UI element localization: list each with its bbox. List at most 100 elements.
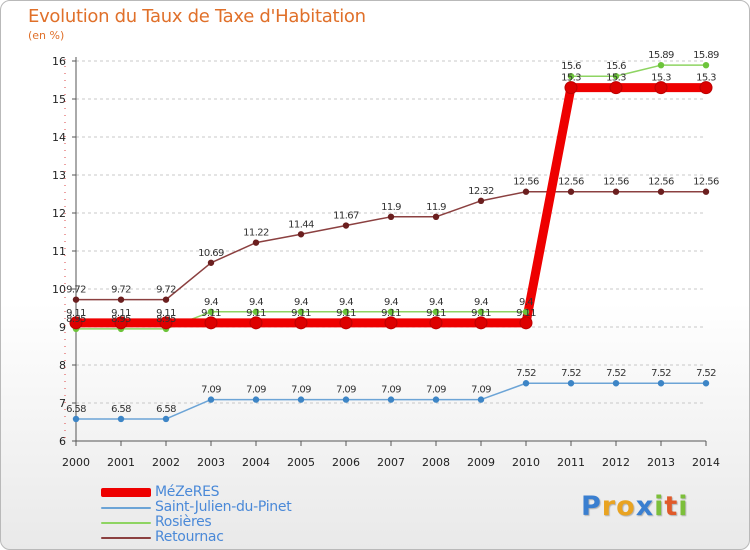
data-point [72,415,80,423]
data-label: 9.4 [249,297,263,308]
legend-item: Saint-Julien-du-Pinet [101,499,292,515]
data-point [117,296,125,303]
logo-letter: i [678,491,689,522]
data-point [654,81,668,95]
data-point [702,188,710,195]
data-point [207,259,215,266]
x-tick-label: 2000 [62,456,90,469]
x-tick-label: 2010 [512,456,540,469]
data-point [207,396,215,403]
proxiti-logo: Proxiti [581,491,689,522]
legend-label: Saint-Julien-du-Pinet [155,499,292,515]
data-label: 11.22 [243,228,269,239]
data-point [477,197,485,205]
data-point [567,188,575,195]
data-point [522,308,530,315]
data-label: 15.89 [693,50,719,61]
data-label: 9.11 [246,308,266,319]
data-point [114,316,128,330]
data-label: 7.52 [561,368,581,379]
data-point [567,73,575,80]
data-label: 7.52 [606,368,626,379]
data-point [522,380,530,387]
data-point [252,396,260,403]
data-label: 15.3 [606,73,626,84]
data-point [162,415,170,423]
data-point [69,316,83,330]
y-tick-label: 7 [59,397,66,410]
y-tick-label: 9 [59,321,66,334]
data-label: 12.56 [558,177,584,188]
legend-item: Retournac [101,530,291,545]
y-tick-label: 10 [52,283,66,296]
data-label: 9.11 [111,308,131,319]
data-point [72,296,80,303]
data-label: 6.58 [111,404,131,415]
logo-letter: t [664,491,679,522]
data-point [387,396,395,403]
data-label: 7.09 [201,385,221,396]
data-point [612,73,620,80]
data-point [384,316,398,330]
data-point [522,188,530,195]
data-label: 9.11 [156,308,176,319]
y-tick-label: 12 [52,207,66,220]
data-point [297,308,305,315]
chart-subtitle: (en %) [28,29,65,42]
data-point [159,316,173,330]
y-tick-label: 14 [52,131,66,144]
data-point [612,188,620,195]
data-point [702,380,710,387]
data-label: 15.3 [696,73,716,84]
data-point [297,396,305,403]
x-tick-label: 2007 [377,456,405,469]
data-label: 9.72 [111,285,131,296]
data-point [432,213,440,220]
data-point [567,380,575,387]
legend-swatch [101,536,151,539]
data-point [432,396,440,403]
data-label: 9.4 [519,297,533,308]
data-label: 7.09 [291,385,311,396]
data-label: 15.6 [606,61,626,72]
data-label: 9.72 [156,285,176,296]
legend-label: MéZeRES [155,484,220,500]
data-point [609,81,623,95]
data-label: 8.95 [111,314,131,325]
x-tick-label: 2003 [197,456,225,469]
data-point [657,188,665,195]
data-label: 9.4 [474,297,488,308]
logo-letter: r [601,491,617,522]
data-point [117,415,125,423]
x-tick-label: 2009 [467,456,495,469]
data-point [657,380,665,387]
data-label: 7.09 [471,385,491,396]
chart-legend: MéZeRES Saint-Julien-du-Pinet Rosières Reto… [101,484,292,545]
data-label: 6.58 [66,404,86,415]
chart-title: Evolution du Taux de Taxe d'Habitation [28,6,366,27]
legend-label: Retournac [155,529,224,545]
data-point [657,61,665,69]
logo-letter: i [654,491,665,522]
data-label: 9.4 [204,297,218,308]
data-label: 6.58 [156,404,176,415]
data-label: 12.56 [603,177,629,188]
data-label: 15.3 [561,73,581,84]
data-label: 9.4 [384,297,398,308]
data-label: 10.69 [198,248,224,259]
logo-letter: x [635,491,655,522]
data-point [162,296,170,303]
data-point [252,239,260,246]
data-label: 11.9 [426,202,446,213]
data-point [294,316,308,330]
data-label: 9.11 [426,308,446,319]
data-label: 7.09 [381,385,401,396]
data-point [519,316,533,330]
data-label: 7.09 [426,385,446,396]
data-point [387,308,395,315]
line-chart: 6 7 8 9 10 11 12 13 14 15 16 2000 2001 2002 2003 2004 20… [52,50,720,469]
data-label: 7.52 [516,368,536,379]
data-label: 7.52 [651,368,671,379]
data-point [477,396,485,403]
data-label: 7.09 [246,385,266,396]
